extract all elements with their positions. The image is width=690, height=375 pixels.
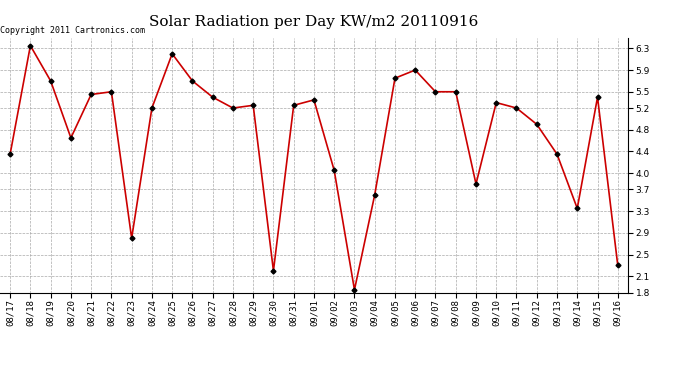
Text: Copyright 2011 Cartronics.com: Copyright 2011 Cartronics.com [0, 26, 145, 35]
Text: Solar Radiation per Day KW/m2 20110916: Solar Radiation per Day KW/m2 20110916 [149, 15, 479, 29]
